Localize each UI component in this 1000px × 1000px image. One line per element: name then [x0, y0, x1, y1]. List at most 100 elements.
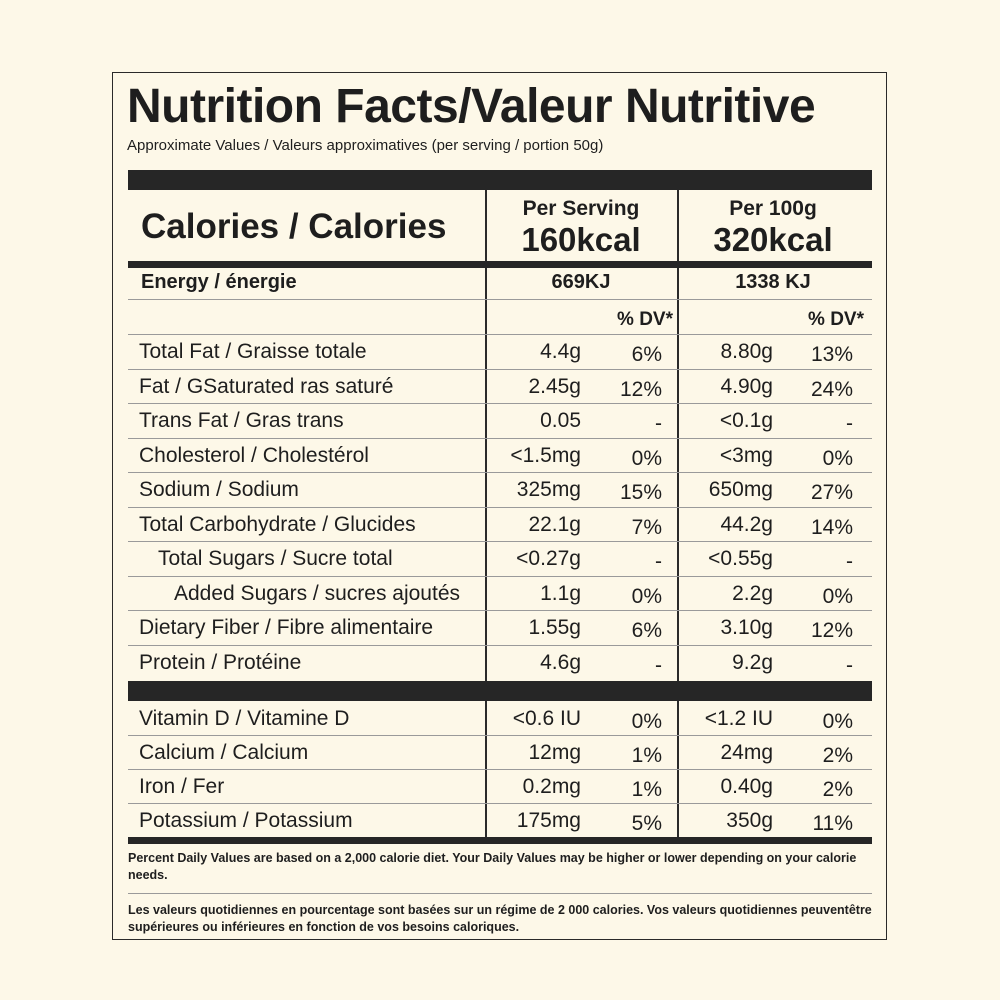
serving-dv: 0%: [631, 447, 662, 470]
energy-serving: 669KJ: [551, 271, 611, 293]
row-divider: [128, 369, 872, 370]
per100-dv: 0%: [822, 447, 853, 470]
row-divider: [128, 541, 872, 542]
serving-dv: 15%: [619, 481, 662, 504]
nutrient-label: Total Carbohydrate / Glucides: [139, 513, 416, 536]
per-serving-label: Per Serving: [522, 197, 640, 220]
column-divider-serving: [485, 190, 487, 838]
serving-dv: 6%: [631, 343, 662, 366]
serving-value: 1.1g: [540, 582, 581, 605]
serving-value: 22.1g: [528, 513, 581, 536]
vitamin-row-vitamin-d: Vitamin D / Vitamine D <0.6 IU 0% <1.2 I…: [113, 703, 888, 737]
nutrient-row-total-fat: Total Fat / Graisse totale 4.4g 6% 8.80g…: [113, 336, 888, 370]
row-divider: [128, 769, 872, 770]
row-divider: [128, 507, 872, 508]
nutrient-label: Total Fat / Graisse totale: [139, 340, 367, 363]
per100-dv: 12%: [810, 619, 853, 642]
serving-dv: 0%: [631, 710, 662, 733]
per100-value: 3.10g: [720, 616, 773, 639]
vitamin-row-calcium: Calcium / Calcium 12mg 1% 24mg 2%: [113, 737, 888, 771]
nutrient-label: Trans Fat / Gras trans: [139, 409, 344, 432]
footnote-divider: [128, 893, 872, 894]
vitamin-row-iron: Iron / Fer 0.2mg 1% 0.40g 2%: [113, 771, 888, 805]
row-divider: [128, 610, 872, 611]
serving-dv: -: [655, 412, 662, 435]
calories-label: Calories / Calories: [141, 207, 447, 246]
per100-value: <3mg: [719, 444, 773, 467]
panel-title: Nutrition Facts/Valeur Nutritive: [127, 80, 816, 133]
serving-value: 1.55g: [528, 616, 581, 639]
dv-header-serving: % DV*: [617, 309, 673, 330]
vitamins-divider-bar: [128, 681, 872, 701]
nutrient-row-saturated-fat: Fat / GSaturated ras saturé 2.45g 12% 4.…: [113, 371, 888, 405]
per100-dv: 24%: [810, 378, 853, 401]
per-serving-kcal: 160kcal: [521, 221, 641, 258]
nutrient-row-total-carbohydrate: Total Carbohydrate / Glucides 22.1g 7% 4…: [113, 509, 888, 543]
row-divider: [128, 299, 872, 300]
nutrient-row-sodium: Sodium / Sodium 325mg 15% 650mg 27%: [113, 474, 888, 508]
nutrient-label: Total Sugars / Sucre total: [158, 547, 393, 570]
nutrient-label: Dietary Fiber / Fibre alimentaire: [139, 616, 434, 639]
vitamin-label: Calcium / Calcium: [139, 741, 309, 764]
row-divider: [128, 334, 872, 335]
serving-value: 12mg: [528, 741, 581, 764]
per100-value: 2.2g: [732, 582, 773, 605]
serving-value: 325mg: [516, 478, 581, 501]
per100-value: <0.1g: [719, 409, 773, 432]
per100-dv: -: [846, 412, 853, 435]
dv-header-100g: % DV*: [808, 309, 864, 330]
per100-value: <1.2 IU: [704, 707, 773, 730]
row-divider: [128, 438, 872, 439]
serving-dv: -: [655, 550, 662, 573]
nutrient-label: Added Sugars / sucres ajoutés: [174, 582, 461, 605]
serving-value: 0.05: [540, 409, 581, 432]
per100-dv: 2%: [822, 744, 853, 767]
per100-value: 24mg: [720, 741, 773, 764]
serving-value: 4.4g: [540, 340, 581, 363]
row-divider: [128, 472, 872, 473]
per100-value: 8.80g: [720, 340, 773, 363]
footnote-english: Percent Daily Values are based on a 2,00…: [128, 851, 857, 882]
row-divider: [128, 576, 872, 577]
per100-dv: -: [846, 654, 853, 677]
calories-divider-bar: [128, 261, 872, 268]
per100-value: 9.2g: [732, 651, 773, 674]
row-divider: [128, 403, 872, 404]
row-divider: [128, 803, 872, 804]
footnote-french: Les valeurs quotidiennes en pourcentage …: [128, 903, 872, 934]
serving-value: <1.5mg: [510, 444, 581, 467]
energy-label: Energy / énergie: [141, 271, 297, 293]
nutrient-row-trans-fat: Trans Fat / Gras trans 0.05 - <0.1g -: [113, 405, 888, 439]
energy-100g: 1338 KJ: [735, 271, 811, 293]
vitamin-row-potassium: Potassium / Potassium 175mg 5% 350g 11%: [113, 805, 888, 839]
per-100g-kcal: 320kcal: [713, 221, 833, 258]
per100-dv: 27%: [810, 481, 853, 504]
vitamin-label: Vitamin D / Vitamine D: [139, 707, 350, 730]
nutrient-label: Cholesterol / Cholestérol: [139, 444, 369, 467]
per100-dv: 13%: [810, 343, 853, 366]
serving-value: <0.6 IU: [512, 707, 581, 730]
serving-dv: 1%: [631, 744, 662, 767]
serving-value: <0.27g: [516, 547, 581, 570]
nutrient-row-cholesterol: Cholesterol / Cholestérol <1.5mg 0% <3mg…: [113, 440, 888, 474]
per-100g-label: Per 100g: [729, 197, 817, 220]
serving-dv: 6%: [631, 619, 662, 642]
column-divider-100g: [677, 190, 679, 838]
per100-value: 350g: [726, 809, 773, 832]
serving-value: 0.2mg: [522, 775, 581, 798]
nutrient-label: Sodium / Sodium: [139, 478, 299, 501]
per100-value: 0.40g: [720, 775, 773, 798]
nutrient-label: Protein / Protéine: [139, 651, 302, 674]
nutrient-row-protein: Protein / Protéine 4.6g - 9.2g -: [113, 647, 888, 681]
per100-dv: 0%: [822, 710, 853, 733]
per100-dv: 11%: [812, 812, 853, 835]
serving-dv: 0%: [631, 585, 662, 608]
per100-dv: 14%: [810, 516, 853, 539]
serving-value: 4.6g: [540, 651, 581, 674]
serving-value: 175mg: [516, 809, 581, 832]
nutrient-label: Fat / GSaturated ras saturé: [139, 375, 394, 398]
per100-dv: 2%: [822, 778, 853, 801]
per100-dv: -: [846, 550, 853, 573]
serving-dv: 7%: [631, 516, 662, 539]
per100-value: 4.90g: [720, 375, 773, 398]
